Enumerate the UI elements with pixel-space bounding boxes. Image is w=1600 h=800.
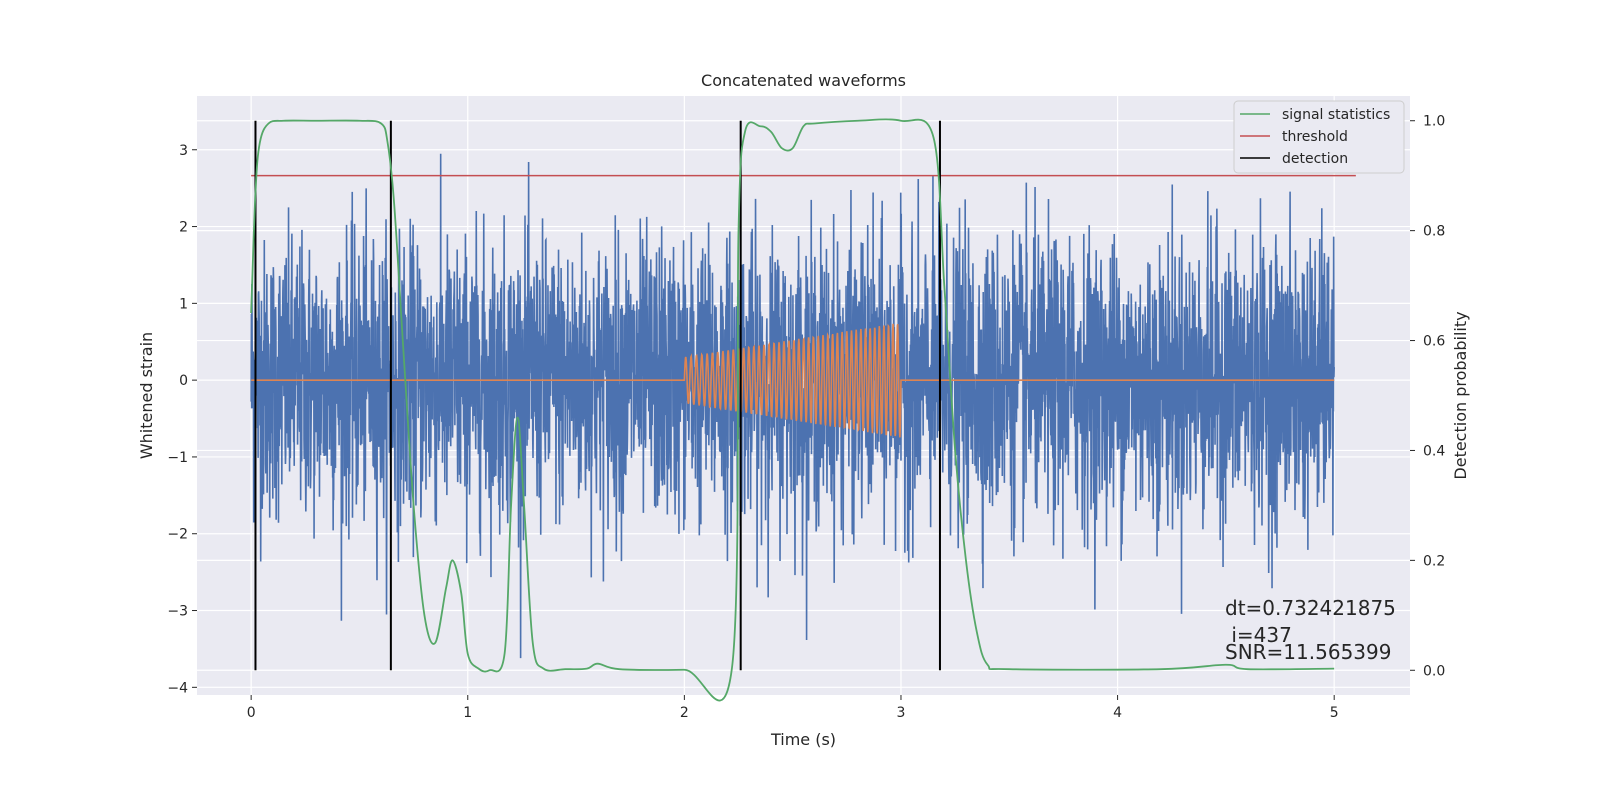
x-axis-label: Time (s) [770, 730, 836, 749]
legend-label-signal-statistics: signal statistics [1282, 107, 1390, 123]
y2-tick-label: 0.0 [1423, 663, 1445, 679]
noise-series [250, 153, 1335, 659]
y-tick-label: 2 [179, 220, 188, 236]
y2-tick-label: 0.8 [1423, 224, 1445, 240]
x-tick-label: 3 [897, 705, 906, 721]
legend: signal statistics threshold detection [1233, 100, 1405, 174]
annotation-index: i=437 [1225, 623, 1292, 647]
y-tick-label: −4 [167, 680, 188, 696]
y2-tick-label: 1.0 [1423, 114, 1445, 130]
y2-tick-label: 0.2 [1423, 553, 1445, 569]
axes: 0 1 2 3 4 5 −4 −3 −2 −1 0 1 2 3 0.0 0.2 0.4 0.6 0.8 1.0 [167, 114, 1445, 721]
signal-statistics-series [250, 118, 1335, 702]
annotation-dt: dt=0.732421875 [1225, 596, 1396, 620]
waveform-series [251, 323, 1335, 438]
x-tick-label: 0 [247, 705, 256, 721]
y2-tick-label: 0.4 [1423, 443, 1445, 459]
y-tick-label: −3 [167, 604, 188, 620]
y-tick-label: 1 [179, 296, 188, 312]
y2-tick-label: 0.6 [1423, 334, 1445, 350]
y2-axis-label: Detection probability [1451, 311, 1470, 479]
x-tick-label: 4 [1113, 705, 1122, 721]
chart-title: Concatenated waveforms [701, 71, 906, 90]
x-tick-label: 1 [463, 705, 472, 721]
x-tick-label: 2 [680, 705, 689, 721]
legend-label-threshold: threshold [1282, 129, 1348, 145]
legend-box [1233, 100, 1405, 174]
x-tick-label: 5 [1330, 705, 1339, 721]
y-tick-label: 3 [179, 143, 188, 159]
y-tick-label: 0 [179, 373, 188, 389]
plot-series [250, 118, 1356, 702]
y-tick-label: −1 [167, 450, 188, 466]
annotation-snr: SNR=11.565399 [1225, 640, 1391, 664]
y-tick-label: −2 [167, 527, 188, 543]
legend-label-detection: detection [1282, 151, 1348, 167]
y-axis-label: Whitened strain [137, 332, 156, 459]
